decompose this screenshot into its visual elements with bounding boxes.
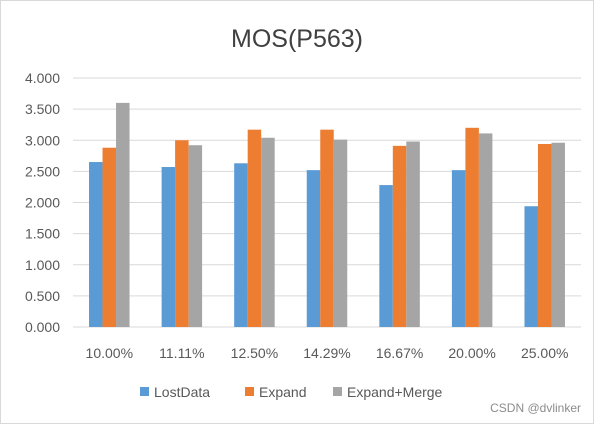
x-tick-label: 10.00%	[86, 345, 133, 361]
x-tick-label: 25.00%	[521, 345, 568, 361]
legend-swatch-0	[140, 387, 149, 396]
bar-expand-merge-4	[406, 141, 420, 327]
bar-lostdata-3	[306, 170, 321, 327]
bar-expand-0	[102, 147, 117, 327]
legend: LostData Expand Expand+Merge	[140, 384, 443, 400]
bars	[89, 102, 565, 328]
x-tick-label: 16.67%	[376, 345, 423, 361]
legend-swatch-1	[245, 387, 254, 396]
bar-expand-merge-6	[551, 142, 565, 327]
bar-expand-3	[320, 129, 334, 327]
bar-expand-merge-3	[333, 139, 348, 327]
watermark: CSDN @dvlinker	[490, 401, 581, 415]
bar-expand-4	[392, 145, 407, 327]
y-tick-label: 3.500	[25, 101, 60, 117]
bar-expand-5	[465, 127, 479, 327]
y-tick-label: 1.000	[25, 257, 60, 273]
x-tick-label: 12.50%	[231, 345, 278, 361]
bar-expand-6	[537, 143, 552, 327]
y-axis-tick-labels: 0.000 0.500 1.000 1.500 2.000 2.500 3.000 3.500…	[25, 70, 60, 335]
y-tick-label: 3.000	[25, 132, 60, 148]
bar-expand-1	[175, 140, 189, 327]
bar-lostdata-2	[234, 163, 248, 327]
legend-label: Expand	[259, 384, 306, 400]
legend-label: LostData	[154, 384, 210, 400]
bar-lostdata-6	[524, 206, 538, 327]
bar-lostdata-1	[161, 167, 176, 327]
x-axis-tick-labels: 10.00% 11.11% 12.50% 14.29% 16.67% 20.00% 25.0…	[86, 345, 569, 361]
bar-lostdata-0	[89, 162, 103, 327]
bar-lostdata-4	[379, 185, 393, 327]
x-tick-label: 20.00%	[448, 345, 495, 361]
x-tick-label: 14.29%	[303, 345, 350, 361]
chart-title: MOS(P563)	[231, 25, 363, 53]
y-tick-label: 0.000	[25, 319, 60, 335]
y-tick-label: 2.500	[25, 163, 60, 179]
y-tick-label: 1.500	[25, 226, 60, 242]
bar-expand-merge-5	[478, 133, 493, 327]
bar-expand-merge-2	[261, 137, 275, 327]
x-tick-label: 11.11%	[159, 345, 204, 361]
bar-expand-merge-0	[116, 102, 130, 328]
legend-swatch-2	[333, 387, 342, 396]
y-tick-label: 0.500	[25, 288, 60, 304]
bar-lostdata-5	[451, 170, 466, 327]
bar-expand-merge-1	[188, 145, 203, 327]
legend-label: Expand+Merge	[347, 384, 443, 400]
y-tick-label: 2.000	[25, 195, 60, 211]
bar-expand-2	[247, 129, 262, 327]
y-tick-label: 4.000	[25, 70, 60, 86]
